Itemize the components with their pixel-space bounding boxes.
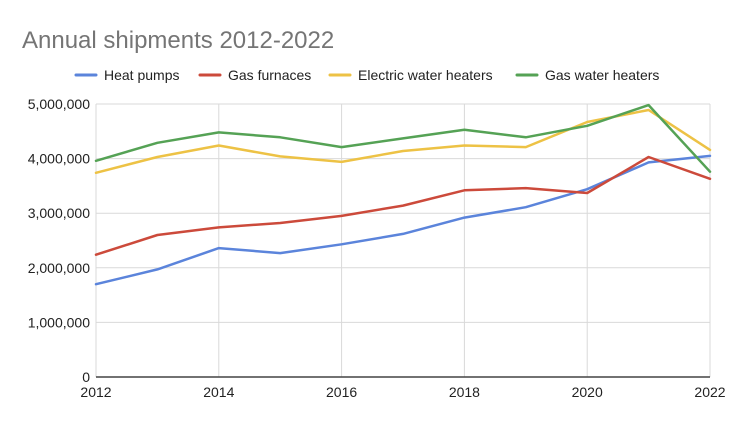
legend-label-2: Gas furnaces <box>228 67 311 83</box>
y-tick-label-1: 0 <box>82 369 90 385</box>
y-tick-label-4: 3,000,000 <box>28 205 90 221</box>
legend: Heat pumps Gas furnaces Electric water hea… <box>74 67 659 83</box>
legend-label-3: Electric water heaters <box>358 67 493 83</box>
y-tick-label-2: 1,000,000 <box>28 314 90 330</box>
legend-label-4: Gas water heaters <box>545 67 659 83</box>
x-tick-label-5: 2020 <box>572 384 603 400</box>
x-tick-label-2: 2014 <box>203 384 234 400</box>
y-tick-label-5: 4,000,000 <box>28 151 90 167</box>
x-tick-label-3: 2016 <box>326 384 357 400</box>
series-line-4 <box>94 103 712 173</box>
chart-title: Annual shipments 2012-2022 <box>22 27 334 54</box>
x-tick-label-6: 2022 <box>694 384 725 400</box>
series-lines <box>94 103 712 286</box>
y-tick-label-6: 5,000,000 <box>28 96 90 112</box>
gridlines <box>95 103 711 377</box>
y-axis-tick-labels: 0 1,000,000 2,000,000 3,000,000 4,000,000 5,0… <box>28 96 91 385</box>
x-tick-label-1: 2012 <box>80 384 111 400</box>
x-axis-tick-labels: 2012 2014 2016 2018 2020 2022 <box>80 384 725 400</box>
legend-label-1: Heat pumps <box>104 67 179 83</box>
series-line-2 <box>94 155 712 256</box>
x-tick-label-4: 2018 <box>449 384 480 400</box>
y-tick-label-3: 2,000,000 <box>28 260 90 276</box>
